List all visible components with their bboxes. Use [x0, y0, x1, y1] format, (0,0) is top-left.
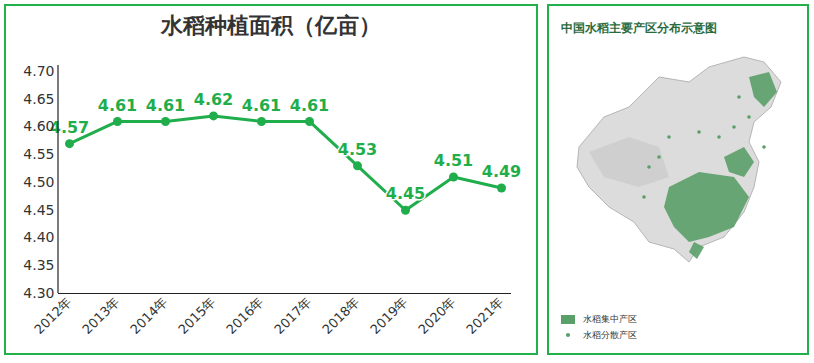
svg-text:4.65: 4.65 — [23, 91, 54, 107]
svg-text:2013年: 2013年 — [79, 294, 122, 337]
svg-text:4.62: 4.62 — [194, 90, 233, 109]
svg-text:4.45: 4.45 — [386, 184, 425, 203]
svg-text:4.45: 4.45 — [23, 202, 54, 218]
svg-text:4.53: 4.53 — [338, 140, 377, 159]
svg-text:2019年: 2019年 — [367, 294, 410, 337]
html-text:中国水稻主要产区分布示意图: 中国水稻主要产区分布示意图 — [561, 21, 717, 35]
svg-text:4.57: 4.57 — [50, 118, 89, 137]
svg-text:4.49: 4.49 — [482, 162, 521, 181]
svg-text:4.61: 4.61 — [146, 96, 185, 115]
svg-text:4.30: 4.30 — [23, 285, 54, 301]
svg-text:2017年: 2017年 — [271, 294, 314, 337]
svg-text:2020年: 2020年 — [415, 294, 458, 337]
svg-text:4.61: 4.61 — [242, 96, 281, 115]
html-text:水稻分散产区: 水稻分散产区 — [583, 329, 637, 340]
svg-text:4.50: 4.50 — [23, 174, 54, 190]
html-text:水稻种植面积（亿亩）: 水稻种植面积（亿亩） — [161, 13, 381, 38]
svg-text:4.70: 4.70 — [23, 63, 54, 79]
svg-text:4.51: 4.51 — [434, 151, 473, 170]
svg-text:4.55: 4.55 — [23, 146, 54, 162]
svg-text:4.40: 4.40 — [23, 229, 54, 245]
svg-text:2015年: 2015年 — [175, 294, 218, 337]
html-text:水稻集中产区: 水稻集中产区 — [583, 313, 637, 324]
svg-text:4.35: 4.35 — [23, 257, 54, 273]
svg-text:4.60: 4.60 — [23, 118, 54, 134]
svg-text:2016年: 2016年 — [223, 294, 266, 337]
svg-text:4.61: 4.61 — [98, 96, 137, 115]
svg-text:2021年: 2021年 — [463, 294, 506, 337]
svg-text:4.61: 4.61 — [290, 96, 329, 115]
svg-text:2012年: 2012年 — [31, 294, 74, 337]
svg-text:2014年: 2014年 — [127, 294, 170, 337]
svg-text:2018年: 2018年 — [319, 294, 362, 337]
